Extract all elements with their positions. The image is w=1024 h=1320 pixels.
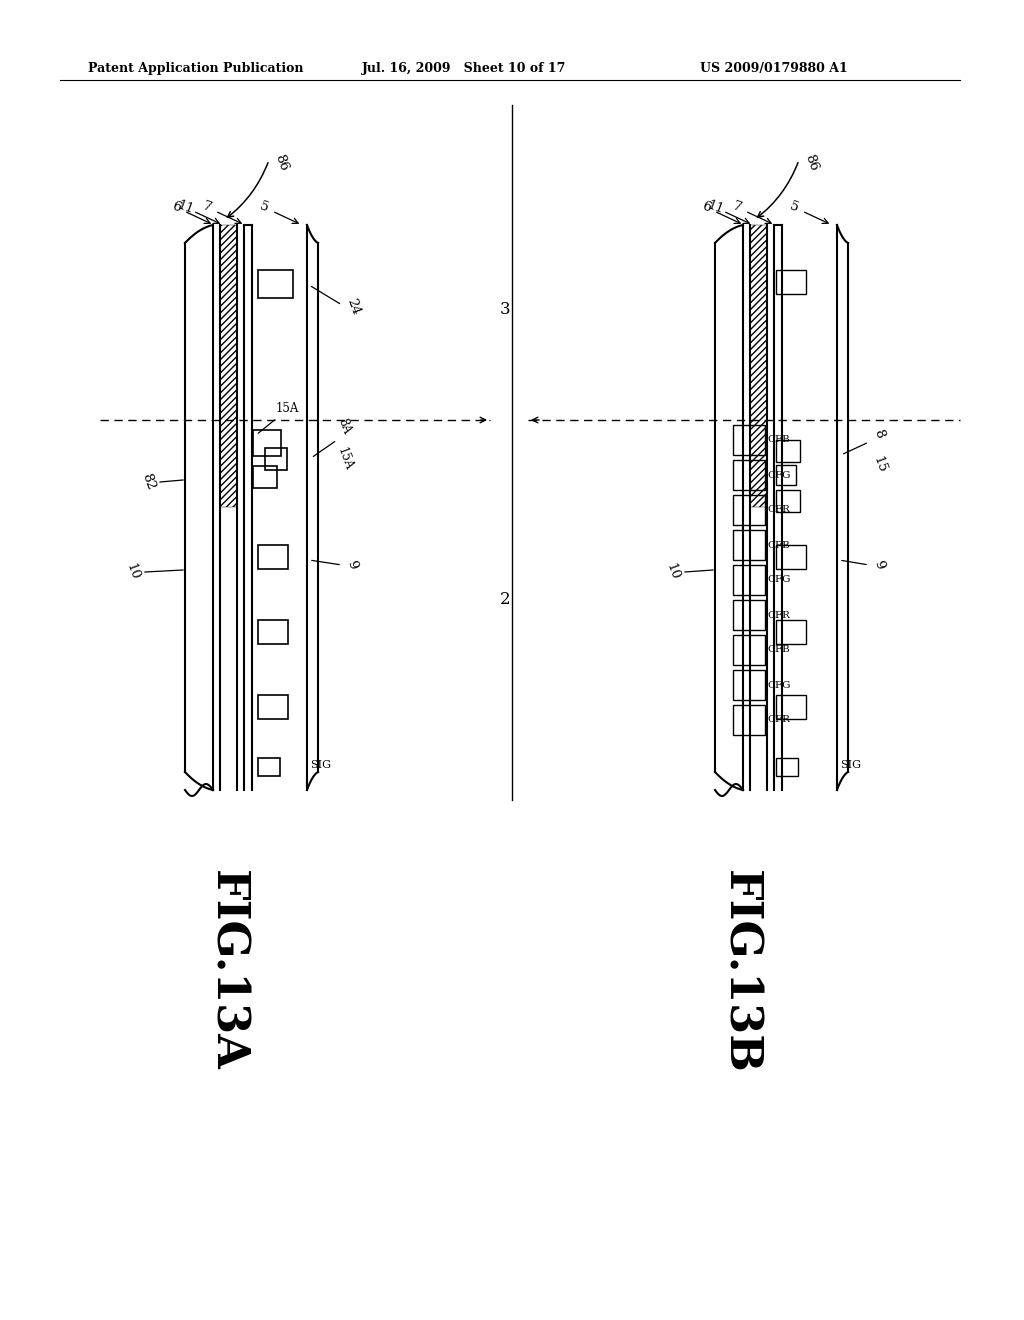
Text: 82: 82 [139, 473, 157, 492]
Bar [776, 758, 798, 776]
Text: US 2009/0179880 A1: US 2009/0179880 A1 [700, 62, 848, 75]
Text: Jul. 16, 2009   Sheet 10 of 17: Jul. 16, 2009 Sheet 10 of 17 [362, 62, 566, 75]
Text: CFB: CFB [767, 436, 790, 445]
Text: 7: 7 [201, 199, 213, 215]
Text: 15A: 15A [335, 446, 355, 473]
Bar [253, 430, 281, 455]
Bar [733, 531, 765, 560]
Text: 86: 86 [802, 153, 820, 173]
Bar [265, 447, 287, 470]
Text: 11: 11 [175, 198, 196, 216]
Text: Patent Application Publication: Patent Application Publication [88, 62, 303, 75]
Bar [750, 224, 767, 507]
Bar [220, 224, 237, 507]
Text: CFR: CFR [767, 506, 790, 515]
Text: CFG: CFG [767, 576, 791, 585]
Bar [776, 465, 796, 484]
Text: 6: 6 [170, 199, 182, 215]
Bar [733, 565, 765, 595]
Bar [776, 620, 806, 644]
Text: SIG: SIG [840, 760, 861, 770]
Bar [733, 671, 765, 700]
Text: CFR: CFR [767, 715, 790, 725]
Bar [733, 425, 765, 455]
Text: CFG: CFG [767, 681, 791, 689]
Bar [776, 545, 806, 569]
Text: 24: 24 [344, 297, 361, 317]
Text: CFG: CFG [767, 470, 791, 479]
Bar [776, 271, 806, 294]
Bar [733, 459, 765, 490]
Text: 86: 86 [272, 153, 290, 173]
Bar [258, 758, 280, 776]
Text: FIG.13B: FIG.13B [718, 870, 761, 1074]
Text: FIG.13A: FIG.13A [205, 870, 248, 1071]
Text: 9: 9 [871, 558, 886, 572]
Bar [258, 271, 293, 298]
Text: 5: 5 [787, 199, 801, 215]
Text: CFB: CFB [767, 645, 790, 655]
Text: 10: 10 [124, 562, 142, 582]
Bar [776, 696, 806, 719]
Text: CFB: CFB [767, 540, 790, 549]
Text: CFR: CFR [767, 610, 790, 619]
Bar [258, 545, 288, 569]
Bar [258, 620, 288, 644]
Text: 15A: 15A [276, 403, 299, 414]
Text: 6: 6 [699, 199, 713, 215]
Bar [733, 635, 765, 665]
Text: 11: 11 [705, 198, 725, 216]
Bar [733, 705, 765, 735]
Text: 2: 2 [500, 591, 511, 609]
Text: 15: 15 [871, 455, 889, 475]
Text: 8: 8 [871, 428, 886, 440]
Text: 3: 3 [500, 301, 511, 318]
Text: 7: 7 [731, 199, 743, 215]
Text: SIG: SIG [310, 760, 331, 770]
Text: 9: 9 [344, 558, 359, 572]
Bar [733, 601, 765, 630]
Bar [776, 490, 800, 512]
Bar [258, 696, 288, 719]
Bar [776, 440, 800, 462]
Text: 5: 5 [258, 199, 270, 215]
Text: 8A: 8A [335, 417, 352, 436]
Text: 10: 10 [664, 562, 682, 582]
Bar [253, 466, 278, 488]
Bar [733, 495, 765, 525]
